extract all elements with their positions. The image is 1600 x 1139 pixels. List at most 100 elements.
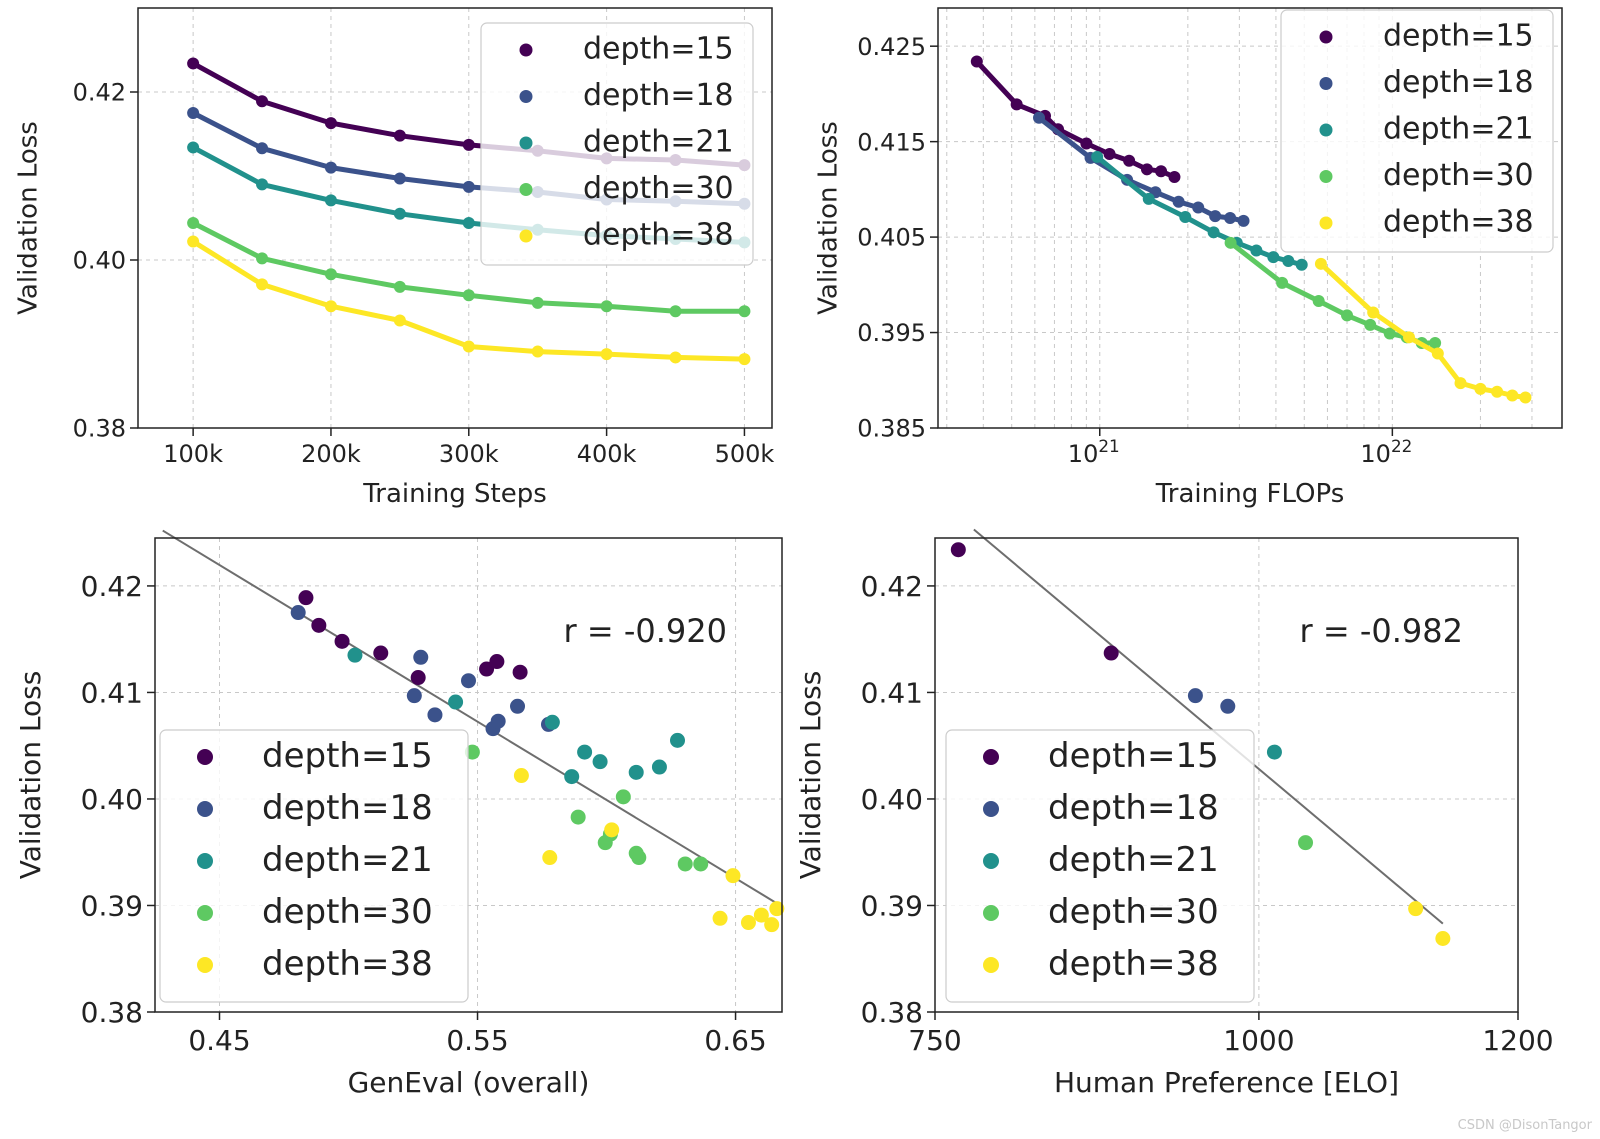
data-point	[462, 289, 475, 302]
legend-marker	[1319, 123, 1333, 137]
data-point	[187, 107, 200, 119]
data-point	[544, 714, 560, 730]
series-depth-21	[1091, 150, 1308, 271]
data-point	[1123, 154, 1136, 167]
data-point	[738, 305, 751, 318]
data-point	[410, 670, 426, 686]
series-line	[1228, 240, 1438, 346]
data-point	[1267, 251, 1280, 264]
data-point	[769, 901, 785, 917]
legend-label: depth=38	[1048, 944, 1219, 984]
legend-marker	[1319, 30, 1333, 44]
data-point	[324, 117, 337, 130]
x-tick-label: 0.55	[446, 1024, 508, 1057]
data-point	[1474, 382, 1487, 395]
data-point	[324, 161, 337, 174]
legend-label: depth=38	[583, 218, 734, 253]
legend-box	[159, 729, 469, 1003]
data-point	[1179, 211, 1192, 224]
legend-box	[945, 729, 1255, 1003]
series-depth-38	[513, 768, 785, 933]
data-point	[738, 353, 751, 366]
x-tick-label: 200k	[301, 440, 361, 468]
legend-label: depth=38	[262, 944, 433, 984]
legend-marker	[519, 90, 533, 103]
series-depth-21	[347, 647, 685, 785]
plot-frame	[934, 537, 1519, 1013]
series-depth-18	[1033, 111, 1250, 227]
data-point	[187, 235, 200, 248]
legend-marker	[983, 801, 999, 817]
legend: depth=15 depth=18 depth=21 depth=30 depth=38	[945, 729, 1255, 1003]
y-tick-label: 0.40	[73, 247, 126, 275]
data-point	[592, 754, 608, 770]
legend-label: depth=18	[583, 78, 734, 113]
data-point	[413, 649, 429, 665]
plot-frame	[937, 7, 1563, 429]
data-point	[334, 633, 350, 649]
data-point	[725, 868, 741, 884]
data-point	[1364, 318, 1377, 331]
data-point	[1140, 163, 1153, 176]
data-point	[693, 856, 709, 872]
legend-label: depth=21	[583, 125, 734, 160]
data-point	[1435, 931, 1451, 947]
legend-label: depth=18	[1048, 788, 1219, 828]
correlation-annotation: r = -0.920	[564, 612, 727, 650]
data-point	[1033, 111, 1046, 124]
series-depth-15	[970, 55, 1181, 183]
legend-label: depth=15	[1048, 736, 1219, 776]
data-point	[324, 300, 337, 313]
data-point	[764, 917, 780, 933]
data-point	[712, 910, 728, 926]
data-point	[256, 278, 269, 291]
x-axis-label: Human Preference [ELO]	[1054, 1066, 1399, 1099]
data-point	[464, 744, 480, 760]
y-tick-label: 0.41	[861, 677, 923, 710]
data-point	[669, 305, 682, 318]
data-point	[479, 661, 495, 677]
data-point	[461, 673, 476, 689]
data-point	[489, 654, 505, 670]
y-tick-label: 0.425	[857, 33, 926, 61]
chart-geneval: 0.45 0.55 0.65 0.38 0.39 0.40 0.41 0.42 GenEval …	[14, 529, 785, 1099]
data-point	[1367, 306, 1380, 319]
series-depth-18	[290, 605, 556, 737]
data-point	[462, 340, 475, 353]
data-point	[1192, 201, 1205, 214]
y-tick-label: 0.42	[861, 570, 923, 603]
series-line	[1318, 261, 1528, 400]
y-tick-label: 0.38	[81, 996, 143, 1029]
legend-marker	[1319, 170, 1333, 183]
x-tick-label: 500k	[715, 440, 775, 468]
data-point	[256, 142, 269, 155]
y-tick-label: 0.39	[861, 890, 923, 923]
y-axis-label: Validation Loss	[794, 671, 827, 880]
data-point	[393, 172, 406, 185]
axis-ticks: 750 1000 1200 0.38 0.39 0.40 0.41 0.42	[861, 570, 1554, 1057]
data-point	[604, 822, 620, 838]
y-tick-label: 0.38	[861, 996, 923, 1029]
data-point	[1010, 98, 1023, 111]
data-point	[513, 768, 529, 784]
x-tick-label: 300k	[439, 440, 499, 468]
legend-marker	[983, 957, 999, 973]
data-point	[1298, 835, 1314, 851]
data-point	[311, 617, 327, 633]
data-point	[564, 769, 580, 785]
data-point	[753, 907, 769, 923]
y-tick-label: 0.395	[857, 319, 926, 347]
legend-marker	[197, 801, 213, 817]
x-tick-label: 400k	[577, 440, 637, 468]
data-point	[631, 850, 647, 866]
data-point	[1312, 295, 1325, 308]
data-point	[600, 348, 613, 361]
data-point	[1454, 377, 1467, 390]
legend-label: depth=38	[1383, 205, 1534, 240]
data-point	[651, 759, 667, 775]
data-point	[1142, 192, 1155, 205]
data-point	[427, 707, 443, 723]
data-point	[1282, 254, 1295, 267]
legend-marker	[1319, 77, 1333, 90]
data-point	[512, 664, 528, 680]
